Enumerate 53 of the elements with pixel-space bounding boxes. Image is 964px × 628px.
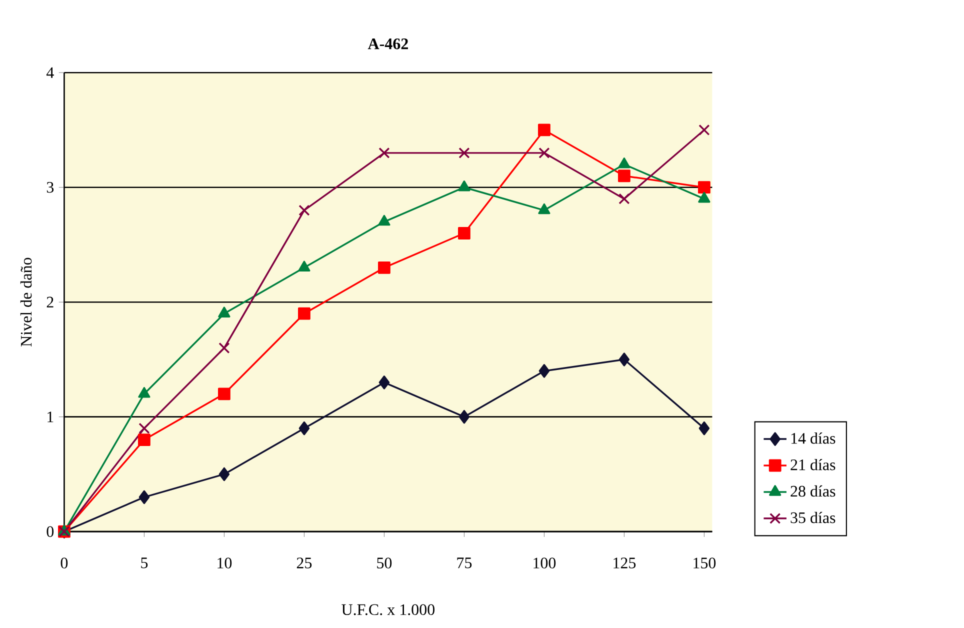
x-tick-label: 75 [457, 558, 472, 568]
point [298, 260, 310, 272]
point [618, 193, 630, 204]
y-tick-label: 1 [48, 412, 54, 422]
x-tick-label: 50 [377, 558, 392, 568]
point [218, 342, 230, 354]
x-tick-label: 150 [694, 558, 716, 568]
point [138, 490, 150, 504]
x-axis-title: U.F.C. x 1.000 [342, 604, 434, 616]
point [378, 376, 390, 390]
y-axis-title: Nivel de daño [20, 258, 32, 347]
y-tick-label: 2 [46, 296, 54, 308]
point [698, 192, 710, 203]
point [618, 170, 630, 182]
point [458, 147, 470, 159]
point [618, 158, 630, 168]
legend-label: 14 días [791, 432, 836, 444]
point [378, 261, 390, 274]
x-tick-label: 25 [296, 558, 312, 568]
chart-title: A-462 [368, 38, 408, 50]
y-tick-label: 4 [46, 67, 54, 78]
point [538, 147, 550, 159]
point [138, 422, 150, 434]
point [698, 421, 710, 436]
point [538, 203, 550, 214]
point [698, 124, 710, 136]
point [138, 387, 150, 398]
legend-label: 28 días [790, 485, 836, 497]
x-tick-label: 5 [141, 558, 148, 568]
point [218, 388, 230, 400]
point [538, 124, 550, 136]
point [458, 180, 470, 192]
point [298, 204, 310, 216]
point [698, 181, 710, 194]
point [538, 364, 550, 378]
point [458, 227, 470, 240]
point [458, 410, 470, 424]
point [298, 307, 310, 320]
point [378, 147, 390, 159]
x-tick-label: 0 [60, 558, 68, 568]
y-tick-label: 0 [46, 526, 54, 537]
x-tick-label: 100 [534, 558, 556, 568]
point [218, 306, 230, 318]
x-tick-label: 10 [218, 558, 232, 568]
point [298, 421, 310, 436]
point [218, 467, 230, 482]
point [138, 434, 150, 446]
point [378, 214, 390, 226]
x-tick-label: 125 [614, 558, 636, 568]
legend-label: 21 días [790, 458, 836, 470]
legend-label: 35 días [790, 512, 836, 524]
y-tick-label: 3 [46, 182, 54, 193]
point [618, 352, 630, 366]
